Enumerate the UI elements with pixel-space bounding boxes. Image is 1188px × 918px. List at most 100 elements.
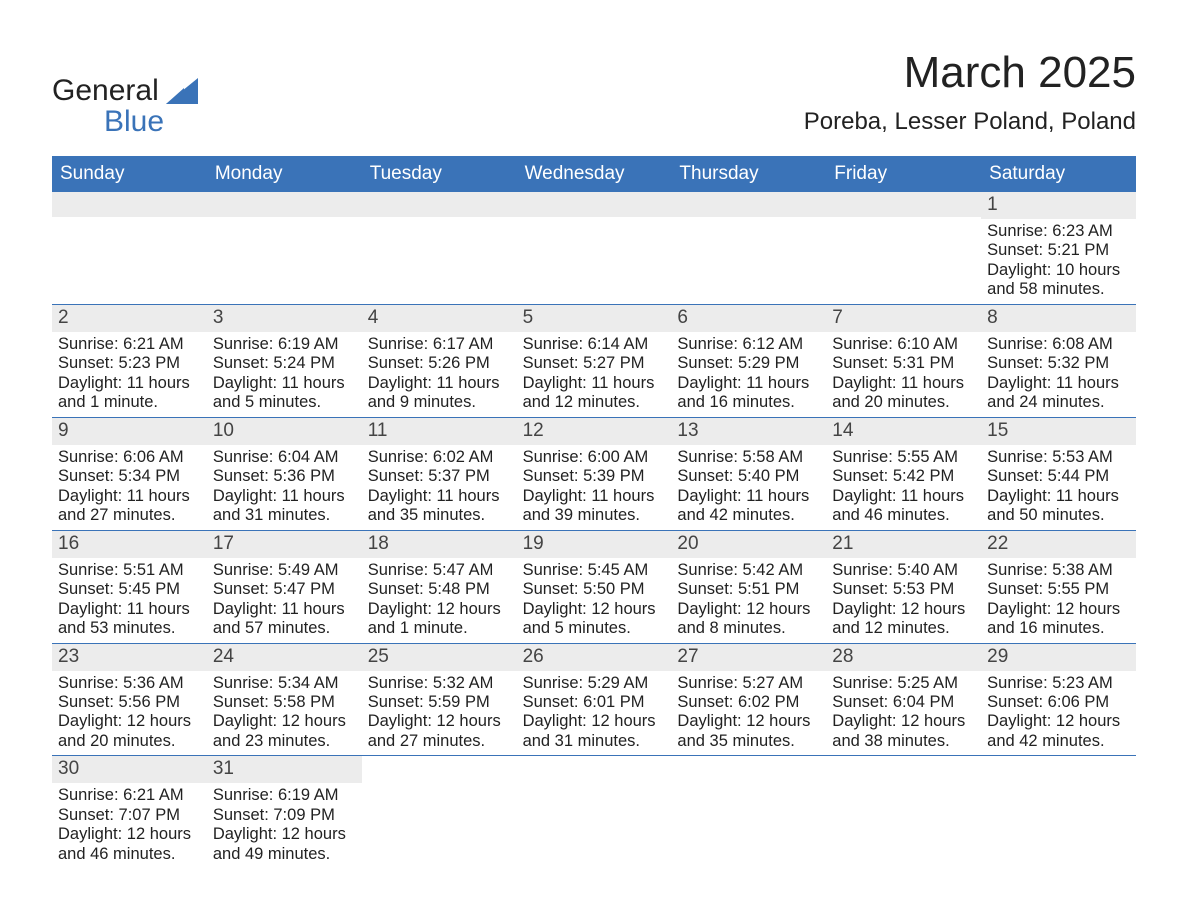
day-sunrise: Sunrise: 5:58 AM: [677, 448, 820, 467]
day-cell: 10Sunrise: 6:04 AMSunset: 5:36 PMDayligh…: [207, 418, 362, 530]
day-sunset: Sunset: 5:48 PM: [368, 580, 511, 599]
day-daylight2: and 16 minutes.: [987, 619, 1130, 638]
day-number: [671, 756, 826, 781]
day-cell: 30Sunrise: 6:21 AMSunset: 7:07 PMDayligh…: [52, 756, 207, 868]
logo-triangle-icon: [166, 78, 198, 109]
day-daylight2: and 53 minutes.: [58, 619, 201, 638]
day-body: Sunrise: 5:36 AMSunset: 5:56 PMDaylight:…: [52, 671, 207, 756]
day-sunrise: Sunrise: 5:53 AM: [987, 448, 1130, 467]
day-number: 26: [517, 644, 672, 671]
day-cell: 5Sunrise: 6:14 AMSunset: 5:27 PMDaylight…: [517, 305, 672, 417]
day-body: Sunrise: 5:38 AMSunset: 5:55 PMDaylight:…: [981, 558, 1136, 643]
title-block: March 2025 Poreba, Lesser Poland, Poland: [804, 48, 1136, 148]
day-daylight1: Daylight: 12 hours: [213, 712, 356, 731]
day-sunrise: Sunrise: 5:42 AM: [677, 561, 820, 580]
day-cell: 11Sunrise: 6:02 AMSunset: 5:37 PMDayligh…: [362, 418, 517, 530]
day-cell: 6Sunrise: 6:12 AMSunset: 5:29 PMDaylight…: [671, 305, 826, 417]
day-daylight1: Daylight: 11 hours: [677, 487, 820, 506]
day-sunrise: Sunrise: 5:29 AM: [523, 674, 666, 693]
day-number: 21: [826, 531, 981, 558]
day-number: [517, 756, 672, 781]
day-sunset: Sunset: 5:21 PM: [987, 241, 1130, 260]
day-number: 4: [362, 305, 517, 332]
day-sunrise: Sunrise: 5:45 AM: [523, 561, 666, 580]
day-sunrise: Sunrise: 6:06 AM: [58, 448, 201, 467]
day-cell: 27Sunrise: 5:27 AMSunset: 6:02 PMDayligh…: [671, 644, 826, 756]
day-body: Sunrise: 6:02 AMSunset: 5:37 PMDaylight:…: [362, 445, 517, 530]
day-sunrise: Sunrise: 5:49 AM: [213, 561, 356, 580]
day-sunset: Sunset: 5:59 PM: [368, 693, 511, 712]
day-sunrise: Sunrise: 5:55 AM: [832, 448, 975, 467]
day-sunrise: Sunrise: 6:10 AM: [832, 335, 975, 354]
day-body: Sunrise: 6:14 AMSunset: 5:27 PMDaylight:…: [517, 332, 672, 417]
day-sunrise: Sunrise: 5:34 AM: [213, 674, 356, 693]
day-daylight1: Daylight: 11 hours: [58, 487, 201, 506]
day-number: 7: [826, 305, 981, 332]
day-sunset: Sunset: 5:26 PM: [368, 354, 511, 373]
day-daylight1: Daylight: 12 hours: [368, 712, 511, 731]
day-daylight2: and 12 minutes.: [832, 619, 975, 638]
day-sunrise: Sunrise: 6:17 AM: [368, 335, 511, 354]
day-cell: 23Sunrise: 5:36 AMSunset: 5:56 PMDayligh…: [52, 644, 207, 756]
day-number: 31: [207, 756, 362, 783]
day-sunset: Sunset: 5:44 PM: [987, 467, 1130, 486]
location: Poreba, Lesser Poland, Poland: [804, 108, 1136, 136]
logo: General Blue: [52, 48, 198, 137]
day-body: Sunrise: 6:19 AMSunset: 5:24 PMDaylight:…: [207, 332, 362, 417]
day-daylight2: and 27 minutes.: [58, 506, 201, 525]
day-sunset: Sunset: 5:37 PM: [368, 467, 511, 486]
day-sunrise: Sunrise: 6:23 AM: [987, 222, 1130, 241]
week-row: 16Sunrise: 5:51 AMSunset: 5:45 PMDayligh…: [52, 531, 1136, 644]
day-daylight2: and 57 minutes.: [213, 619, 356, 638]
day-body: Sunrise: 5:34 AMSunset: 5:58 PMDaylight:…: [207, 671, 362, 756]
day-number: 19: [517, 531, 672, 558]
day-cell: [826, 756, 981, 868]
day-number: [517, 192, 672, 217]
day-sunset: Sunset: 5:23 PM: [58, 354, 201, 373]
day-daylight1: Daylight: 12 hours: [677, 712, 820, 731]
day-body: [671, 781, 826, 788]
day-body: Sunrise: 6:21 AMSunset: 5:23 PMDaylight:…: [52, 332, 207, 417]
day-sunset: Sunset: 7:09 PM: [213, 806, 356, 825]
day-sunrise: Sunrise: 5:27 AM: [677, 674, 820, 693]
day-sunrise: Sunrise: 6:14 AM: [523, 335, 666, 354]
day-daylight1: Daylight: 12 hours: [58, 825, 201, 844]
day-sunrise: Sunrise: 6:19 AM: [213, 335, 356, 354]
day-daylight1: Daylight: 10 hours: [987, 261, 1130, 280]
day-daylight1: Daylight: 11 hours: [58, 600, 201, 619]
day-body: Sunrise: 5:29 AMSunset: 6:01 PMDaylight:…: [517, 671, 672, 756]
day-sunset: Sunset: 5:51 PM: [677, 580, 820, 599]
day-body: Sunrise: 6:08 AMSunset: 5:32 PMDaylight:…: [981, 332, 1136, 417]
day-number: 24: [207, 644, 362, 671]
day-daylight2: and 46 minutes.: [832, 506, 975, 525]
day-sunrise: Sunrise: 6:21 AM: [58, 335, 201, 354]
day-cell: 8Sunrise: 6:08 AMSunset: 5:32 PMDaylight…: [981, 305, 1136, 417]
day-body: Sunrise: 5:47 AMSunset: 5:48 PMDaylight:…: [362, 558, 517, 643]
day-sunrise: Sunrise: 6:21 AM: [58, 786, 201, 805]
day-cell: 18Sunrise: 5:47 AMSunset: 5:48 PMDayligh…: [362, 531, 517, 643]
day-number: 13: [671, 418, 826, 445]
week-row: 2Sunrise: 6:21 AMSunset: 5:23 PMDaylight…: [52, 305, 1136, 418]
day-cell: 1Sunrise: 6:23 AMSunset: 5:21 PMDaylight…: [981, 192, 1136, 304]
day-body: [52, 217, 207, 297]
day-number: 14: [826, 418, 981, 445]
day-sunset: Sunset: 5:42 PM: [832, 467, 975, 486]
day-sunrise: Sunrise: 5:23 AM: [987, 674, 1130, 693]
day-sunrise: Sunrise: 6:12 AM: [677, 335, 820, 354]
day-daylight1: Daylight: 11 hours: [677, 374, 820, 393]
day-sunset: Sunset: 5:31 PM: [832, 354, 975, 373]
day-daylight2: and 5 minutes.: [523, 619, 666, 638]
day-daylight2: and 20 minutes.: [58, 732, 201, 751]
day-cell: [362, 756, 517, 868]
day-daylight2: and 9 minutes.: [368, 393, 511, 412]
day-daylight1: Daylight: 12 hours: [213, 825, 356, 844]
day-number: 11: [362, 418, 517, 445]
day-daylight2: and 24 minutes.: [987, 393, 1130, 412]
day-number: [671, 192, 826, 217]
day-body: [826, 217, 981, 297]
day-daylight1: Daylight: 11 hours: [368, 374, 511, 393]
day-daylight2: and 8 minutes.: [677, 619, 820, 638]
weeks-container: 1Sunrise: 6:23 AMSunset: 5:21 PMDaylight…: [52, 192, 1136, 868]
day-body: Sunrise: 5:53 AMSunset: 5:44 PMDaylight:…: [981, 445, 1136, 530]
day-daylight1: Daylight: 11 hours: [987, 487, 1130, 506]
